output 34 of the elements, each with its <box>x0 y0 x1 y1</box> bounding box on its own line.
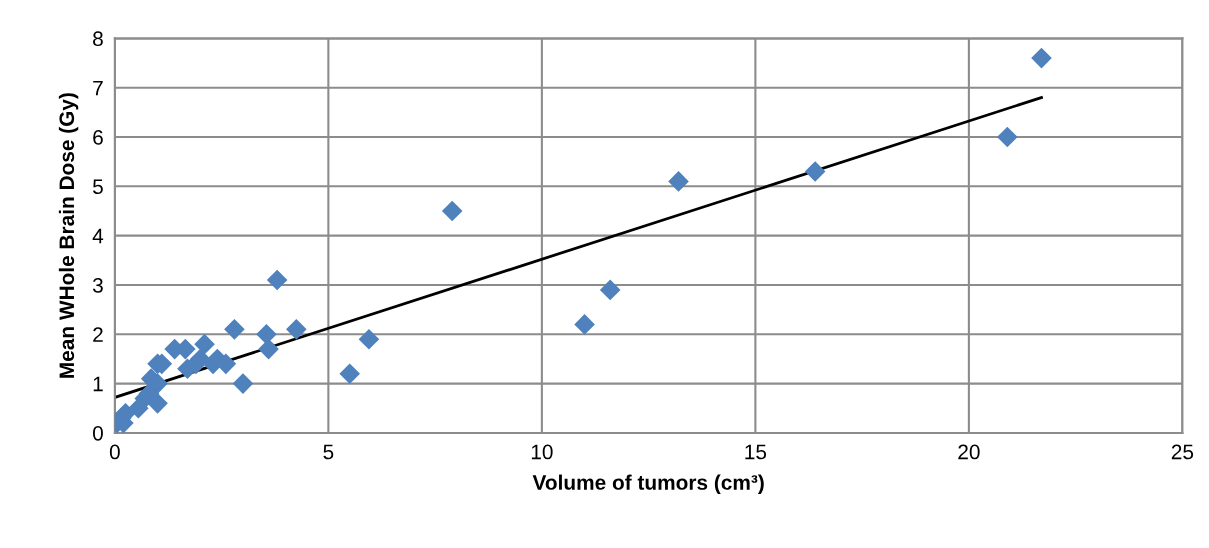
point <box>358 328 380 350</box>
point <box>441 200 463 222</box>
y-tick-label: 0 <box>92 425 103 441</box>
y-axis-title: Mean WHole Brain Dose (Gy) <box>58 93 79 378</box>
x-tick-label: 20 <box>958 444 980 460</box>
y-tick-label: 8 <box>93 31 103 47</box>
x-tick-label: 15 <box>745 444 767 460</box>
x-axis-title: Volume of tumors (cm³) <box>532 474 764 494</box>
point <box>286 319 307 340</box>
point <box>804 161 826 182</box>
point <box>1031 47 1052 69</box>
x-tick-label: 25 <box>1171 444 1194 460</box>
y-tick-label: 1 <box>93 376 103 392</box>
point <box>668 171 689 192</box>
point <box>232 373 254 394</box>
point <box>224 319 245 340</box>
point <box>339 363 361 385</box>
x-tick-label: 10 <box>531 444 553 460</box>
y-tick-label: 7 <box>93 80 103 96</box>
y-tick-label: 4 <box>92 228 104 244</box>
point <box>574 314 595 335</box>
point <box>599 279 621 301</box>
point <box>147 393 168 414</box>
y-tick-label: 3 <box>92 277 103 293</box>
y-tick-label: 6 <box>93 130 103 145</box>
y-tick-label: 5 <box>92 179 103 195</box>
x-tick-label: 5 <box>323 444 334 460</box>
point <box>997 126 1018 148</box>
point <box>266 269 288 291</box>
y-tick-label: 2 <box>93 327 103 342</box>
point <box>194 333 215 355</box>
point <box>256 323 277 345</box>
point <box>258 338 279 360</box>
x-tick-label: 0 <box>109 444 120 460</box>
